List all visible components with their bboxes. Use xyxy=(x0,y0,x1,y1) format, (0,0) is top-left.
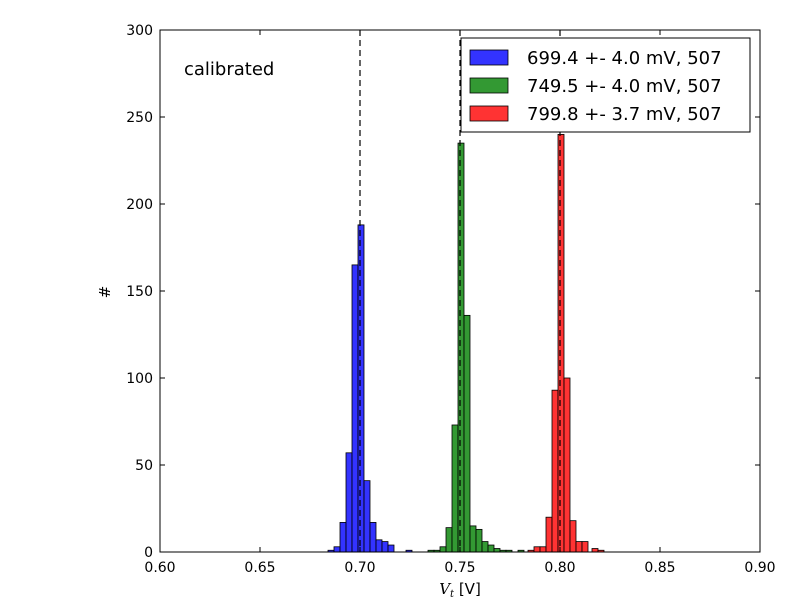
histogram-bar-series-2-bin-12 xyxy=(493,548,501,553)
histogram-bar-series-2-bin-8 xyxy=(469,525,477,553)
x-axis-label: Vt [V] xyxy=(439,580,481,600)
y-axis-label: # xyxy=(96,286,114,299)
histogram-bar-series-2-bin-7 xyxy=(463,314,471,553)
legend-swatch-2 xyxy=(469,77,509,94)
calibrated-annotation: calibrated xyxy=(184,59,274,80)
legend: 699.4 +- 4.0 mV, 507 749.5 +- 4.0 mV, 507… xyxy=(460,37,751,133)
histogram-bar-series-3-bin-3 xyxy=(539,546,547,553)
histogram-bar-series-1-bin-8 xyxy=(369,522,377,553)
histogram-bar-series-3-bin-2 xyxy=(533,546,541,553)
legend-label-1: 699.4 +- 4.0 mV, 507 xyxy=(527,48,722,69)
histogram-bar-series-3-bin-11 xyxy=(591,548,599,553)
histogram-bar-series-1-bin-6 xyxy=(357,224,365,553)
y-tick-label-1: 0 xyxy=(144,545,153,561)
histogram-bar-series-3-bin-6 xyxy=(557,133,565,553)
reference-lines xyxy=(359,30,561,552)
x-tick-label-5: 0.80 xyxy=(544,560,575,576)
histogram-bar-series-1-bin-4 xyxy=(345,452,353,553)
axis-ticks xyxy=(159,29,761,553)
histogram-bar-series-1-bin-10 xyxy=(381,541,389,553)
histogram-bar-series-2-bin-10 xyxy=(481,541,489,553)
histogram-bar-series-3-bin-10 xyxy=(581,541,589,553)
y-tick-label-7: 300 xyxy=(126,23,153,39)
y-tick-label-4: 150 xyxy=(126,284,153,300)
x-tick-label-2: 0.65 xyxy=(244,560,275,576)
histogram-bar-series-1-bin-5 xyxy=(351,264,359,553)
x-tick-labels: 0.60 0.65 0.70 0.75 0.80 0.85 0.90 xyxy=(144,560,775,576)
histogram-bar-series-2-bin-3 xyxy=(439,546,447,553)
legend-label-2: 749.5 +- 4.0 mV, 507 xyxy=(527,76,722,97)
y-tick-label-3: 100 xyxy=(126,371,153,387)
histogram-bar-series-2-bin-5 xyxy=(451,424,459,553)
legend-box xyxy=(460,37,751,133)
histogram-bar-series-2-bin-6 xyxy=(457,142,465,553)
x-tick-label-6: 0.85 xyxy=(644,560,675,576)
histogram-bar-series-1-bin-9 xyxy=(375,539,383,553)
x-axis-variable: V xyxy=(439,580,452,598)
histogram-bar-series-1-bin-7 xyxy=(363,480,371,553)
histogram-bar-series-3-bin-5 xyxy=(551,389,559,553)
x-axis-unit: [V] xyxy=(454,580,481,598)
histogram-bar-series-1-bin-11 xyxy=(387,544,395,553)
histogram-bar-series-1-bin-2 xyxy=(333,546,341,553)
y-tick-label-2: 50 xyxy=(135,458,153,474)
legend-label-3: 799.8 +- 3.7 mV, 507 xyxy=(527,104,722,125)
x-tick-label-7: 0.90 xyxy=(744,560,775,576)
legend-swatch-1 xyxy=(469,49,509,66)
y-tick-label-6: 250 xyxy=(126,110,153,126)
histogram-bar-series-1-bin-3 xyxy=(339,522,347,553)
legend-swatch-3 xyxy=(469,105,509,122)
y-tick-label-5: 200 xyxy=(126,197,153,213)
histogram-bar-series-2-bin-9 xyxy=(475,528,483,553)
histogram-bar-series-2-bin-11 xyxy=(487,544,495,553)
x-axis-subscript: t xyxy=(450,589,455,600)
histogram-bar-series-3-bin-8 xyxy=(569,520,577,553)
x-tick-label-1: 0.60 xyxy=(144,560,175,576)
y-tick-labels: 0 50 100 150 200 250 300 xyxy=(126,23,153,561)
histogram-bar-series-3-bin-9 xyxy=(575,541,583,553)
histogram-bar-series-3-bin-4 xyxy=(545,516,553,553)
x-tick-label-3: 0.70 xyxy=(344,560,375,576)
x-tick-label-4: 0.75 xyxy=(444,560,475,576)
histogram-bar-series-3-bin-7 xyxy=(563,377,571,553)
histogram-bar-series-2-bin-4 xyxy=(445,527,453,553)
